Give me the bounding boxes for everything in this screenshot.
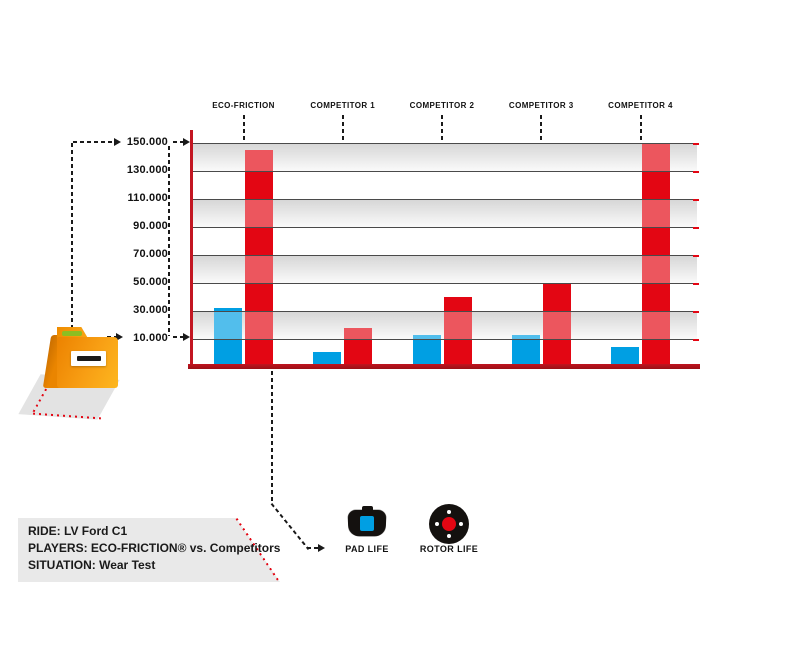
rotor-bolt-hole (447, 534, 451, 538)
info-text: RIDE: LV Ford C1 PLAYERS: ECO-FRICTION® … (28, 523, 280, 574)
arrow-right-icon (318, 544, 325, 552)
y-tick-label: 50.000 (133, 276, 168, 288)
pad-life-bar-2 (313, 351, 342, 364)
column-header-dashed-line (639, 115, 642, 141)
arrow-right-icon (183, 333, 190, 341)
column-header-5: COMPETITOR 4 (608, 101, 673, 110)
y-axis-line (190, 130, 193, 368)
column-header-4: COMPETITOR 3 (508, 101, 574, 110)
rotor-hub (442, 517, 456, 531)
gridline-red-tick (693, 283, 699, 285)
arrow-right-icon (183, 138, 190, 146)
pad-life-bar-1 (214, 308, 242, 364)
grid-band (193, 199, 697, 227)
info-line-ride: RIDE: LV Ford C1 (28, 524, 128, 538)
gridline-red-tick (693, 311, 699, 313)
gridline-red-tick (693, 255, 699, 257)
y-tick-label: 90.000 (133, 220, 168, 232)
gridline-90.000 (193, 227, 697, 228)
arrow-right-icon (116, 333, 123, 341)
y-tick-label: 130.000 (126, 164, 168, 176)
y-tick-label: 70.000 (133, 248, 168, 260)
dashed-connector-vertical (271, 371, 273, 504)
rotor-life-bar-5 (642, 143, 670, 364)
info-box (18, 518, 280, 582)
rotor-life-bar-4 (542, 283, 571, 364)
column-header-dashed-line (540, 115, 543, 141)
gridline-110.000 (193, 199, 697, 200)
grid-band-overlay (193, 255, 697, 283)
gridline-red-tick (693, 143, 699, 145)
dashed-line-150k-to-axis (173, 141, 183, 143)
y-tick-label: 110.000 (127, 192, 168, 204)
folder-green-strip (62, 331, 82, 336)
column-header-dashed-line (341, 115, 344, 141)
dashed-line-to-150k-label (73, 141, 114, 143)
info-line-players: PLAYERS: ECO-FRICTION® vs. Competitors (28, 541, 281, 555)
gridline-red-tick (693, 227, 699, 229)
gridline-red-tick (693, 199, 699, 201)
grid-band-overlay (193, 199, 697, 227)
dashed-line-10k-to-axis (173, 336, 183, 338)
pad-friction-material (360, 516, 374, 531)
dashed-connector-horizontal (307, 547, 318, 549)
x-axis-baseline (188, 364, 700, 369)
legend-pad-life-label: PAD LIFE (345, 544, 389, 554)
gridline-70.000 (193, 255, 697, 256)
arrow-right-icon (114, 138, 121, 146)
column-header-dashed-line (441, 115, 443, 141)
column-header-3: COMPETITOR 2 (409, 101, 475, 110)
rotor-bolt-hole (459, 522, 463, 526)
plot-area (193, 143, 699, 364)
y-tick-label: 30.000 (133, 304, 168, 316)
rotor-bolt-hole (435, 522, 439, 526)
column-header-dashed-line (242, 115, 245, 141)
rotor-bolt-hole (447, 510, 451, 514)
gridline-red-tick (693, 171, 699, 173)
dashed-line-150k-to-10k (168, 146, 170, 336)
rotor-life-bar-3 (443, 297, 472, 364)
gridline-10.000 (193, 339, 697, 340)
grid-band (193, 143, 697, 171)
info-line-situation: SITUATION: Wear Test (28, 558, 156, 572)
dashed-line-folder-to-150k (71, 143, 73, 327)
y-tick-label: 150.000 (126, 136, 168, 148)
y-tick-label: 10.000 (133, 332, 168, 344)
rotor-life-bar-1 (245, 150, 273, 364)
minus-icon (77, 356, 101, 361)
grid-band-overlay (193, 311, 697, 339)
brake-pad-icon (347, 506, 387, 542)
gridline-150.000 (193, 143, 697, 144)
column-header-2: COMPETITOR 1 (310, 101, 376, 110)
gridline-130.000 (193, 171, 697, 172)
pad-life-bar-5 (611, 346, 639, 364)
gridline-50.000 (193, 283, 697, 284)
gridline-30.000 (193, 311, 697, 312)
legend-rotor-life-label: ROTOR LIFE (419, 544, 479, 554)
gridline-red-tick (693, 339, 699, 341)
grid-band (193, 255, 697, 283)
brake-rotor-icon (429, 504, 469, 544)
rotor-life-bar-2 (344, 327, 373, 364)
column-header-1: ECO-FRICTION (212, 101, 275, 110)
grid-band-overlay (193, 143, 697, 171)
